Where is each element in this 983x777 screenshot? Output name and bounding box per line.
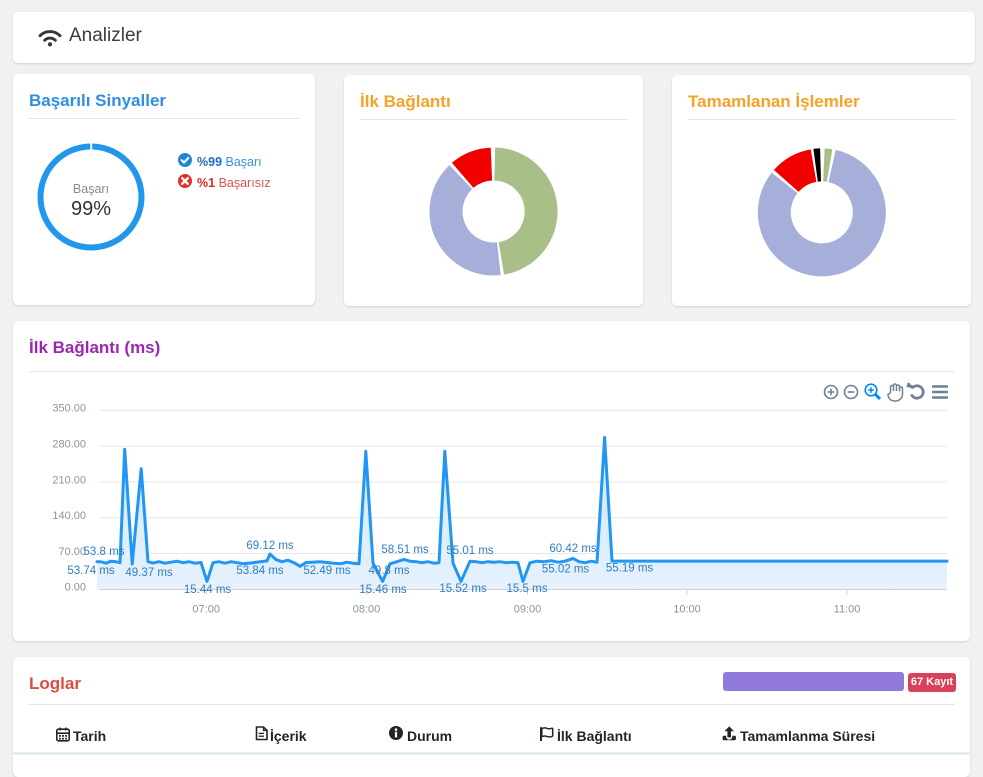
svg-text:0.00: 0.00 xyxy=(65,582,86,594)
svg-text:15.5 ms: 15.5 ms xyxy=(507,583,548,595)
svg-text:09:00: 09:00 xyxy=(514,604,542,616)
svg-text:99%: 99% xyxy=(71,198,111,220)
svg-text:49.8 ms: 49.8 ms xyxy=(369,565,410,577)
svg-text:140.00: 140.00 xyxy=(52,510,86,522)
svg-text:15.44 ms: 15.44 ms xyxy=(184,584,232,596)
svg-text:69.12 ms: 69.12 ms xyxy=(246,540,294,552)
svg-text:Durum: Durum xyxy=(407,728,452,744)
svg-text:07:00: 07:00 xyxy=(192,604,220,616)
svg-text:Tamamlanma Süresi: Tamamlanma Süresi xyxy=(740,728,875,744)
svg-text:11:00: 11:00 xyxy=(834,604,861,616)
svg-text:55.19 ms: 55.19 ms xyxy=(606,563,654,575)
svg-text:280.00: 280.00 xyxy=(52,439,86,451)
svg-text:İlk Bağlantı: İlk Bağlantı xyxy=(557,728,632,744)
svg-text:350.00: 350.00 xyxy=(52,403,86,415)
svg-text:58.51 ms: 58.51 ms xyxy=(381,544,429,556)
svg-text:İçerik: İçerik xyxy=(270,728,307,744)
svg-text:15.52 ms: 15.52 ms xyxy=(439,583,487,595)
svg-text:53.8 ms: 53.8 ms xyxy=(84,546,125,558)
svg-text:15.46 ms: 15.46 ms xyxy=(359,584,407,596)
svg-text:53.74 ms: 53.74 ms xyxy=(67,565,115,577)
svg-text:49.37 ms: 49.37 ms xyxy=(125,567,173,579)
svg-text:55.01 ms: 55.01 ms xyxy=(446,545,494,557)
svg-text:Başarı: Başarı xyxy=(73,182,109,196)
svg-text:08:00: 08:00 xyxy=(353,604,381,616)
svg-text:70.00: 70.00 xyxy=(58,546,86,558)
svg-text:55.02 ms: 55.02 ms xyxy=(542,564,590,576)
svg-text:210.00: 210.00 xyxy=(52,474,86,486)
svg-text:52.49 ms: 52.49 ms xyxy=(303,565,351,577)
svg-text:53.84 ms: 53.84 ms xyxy=(236,565,284,577)
svg-text:10:00: 10:00 xyxy=(673,604,701,616)
svg-text:60.42 ms: 60.42 ms xyxy=(549,543,597,555)
svg-text:Tarih: Tarih xyxy=(73,728,106,744)
